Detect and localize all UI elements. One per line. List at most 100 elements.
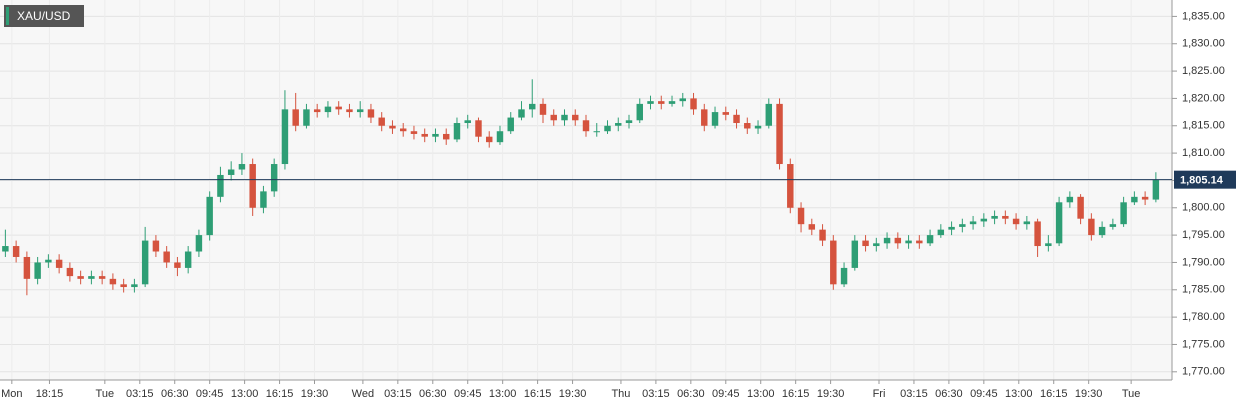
- candle-body: [1066, 196, 1074, 203]
- candle-body: [324, 106, 332, 113]
- candle-body: [184, 251, 192, 268]
- candle-body: [787, 164, 794, 208]
- candle-body: [550, 114, 557, 121]
- candle-body: [959, 224, 966, 227]
- candle-body: [701, 109, 708, 126]
- candle-body: [1045, 243, 1052, 247]
- candle-body: [593, 131, 600, 133]
- candle-body: [131, 284, 138, 288]
- candle-body: [399, 128, 407, 132]
- candle-body: [313, 109, 321, 113]
- candle-body: [840, 267, 848, 285]
- candle-body: [1088, 218, 1095, 236]
- last-price-label: 1,805.14: [1180, 175, 1224, 187]
- x-tick-label: 09:45: [712, 388, 740, 400]
- candle-body: [464, 120, 471, 124]
- x-tick-label: 03:15: [642, 388, 670, 400]
- y-tick-label: 1,820.00: [1182, 92, 1225, 104]
- x-tick-label: 19:30: [1075, 388, 1103, 400]
- candle-body: [206, 196, 213, 236]
- candle-body: [217, 174, 224, 197]
- x-tick-label: 16:15: [266, 388, 294, 400]
- plot-background: [0, 0, 1172, 380]
- candle-body: [410, 131, 418, 134]
- y-tick-label: 1,800.00: [1182, 202, 1225, 214]
- x-tick-label: 16:15: [524, 388, 552, 400]
- candle-body: [346, 109, 353, 113]
- x-tick-label: 13:00: [231, 388, 259, 400]
- candle-body: [281, 109, 289, 165]
- candle-body: [679, 98, 686, 102]
- candle-body: [969, 221, 977, 225]
- candle-body: [486, 136, 493, 143]
- y-tick-label: 1,825.00: [1182, 65, 1225, 77]
- candle-body: [690, 98, 697, 110]
- candle-body: [894, 237, 902, 244]
- candle-body: [195, 235, 203, 252]
- x-tick-label: 13:00: [489, 388, 517, 400]
- candle-body: [668, 101, 676, 104]
- candle-body: [475, 120, 482, 137]
- candle-body: [367, 109, 375, 118]
- candle-body: [421, 133, 428, 137]
- x-tick-label: 13:00: [747, 388, 775, 400]
- candle-body: [335, 106, 342, 110]
- y-tick-label: 1,810.00: [1182, 147, 1225, 159]
- candle-body: [862, 240, 869, 247]
- candle-body: [1152, 179, 1160, 200]
- candle-body: [572, 114, 579, 121]
- x-tick-label: 09:45: [454, 388, 482, 400]
- y-tick-label: 1,775.00: [1182, 338, 1225, 350]
- candle-body: [442, 133, 450, 140]
- candle-body: [1120, 202, 1127, 225]
- candle-body: [873, 243, 880, 247]
- title-badge: [4, 5, 84, 27]
- candle-body: [88, 276, 95, 279]
- candle-body: [432, 133, 439, 137]
- x-tick-label: 19:30: [817, 388, 845, 400]
- y-tick-label: 1,770.00: [1182, 366, 1225, 378]
- x-tick-label: 06:30: [419, 388, 447, 400]
- candle-body: [260, 191, 267, 208]
- x-tick-label: 16:15: [782, 388, 810, 400]
- candle-body: [754, 125, 762, 129]
- x-tick-label: 09:45: [196, 388, 224, 400]
- candle-body: [109, 278, 117, 285]
- candle-body: [722, 112, 730, 115]
- candle-body: [615, 123, 622, 126]
- candle-body: [152, 240, 160, 252]
- candle-body: [765, 103, 773, 126]
- candle-body: [1109, 224, 1117, 227]
- candle-body: [1002, 215, 1009, 219]
- candle-body: [916, 240, 923, 244]
- y-tick-label: 1,795.00: [1182, 229, 1225, 241]
- x-tick-label: 19:30: [301, 388, 329, 400]
- x-tick-label: 06:30: [161, 388, 189, 400]
- candle-body: [636, 103, 643, 121]
- candle-body: [711, 112, 719, 126]
- candle-body: [808, 224, 816, 230]
- y-tick-label: 1,780.00: [1182, 311, 1225, 323]
- candle-body: [378, 117, 385, 126]
- y-tick-label: 1,815.00: [1182, 120, 1225, 132]
- candle-body: [1141, 196, 1149, 200]
- x-tick-label: 19:30: [559, 388, 587, 400]
- candle-body: [98, 276, 106, 279]
- candle-body: [45, 259, 52, 263]
- candle-body: [1023, 221, 1031, 225]
- candle-body: [34, 262, 41, 279]
- y-tick-label: 1,785.00: [1182, 284, 1225, 296]
- x-tick-label: Thu: [611, 388, 630, 400]
- candle-body: [1034, 221, 1041, 247]
- candle-body: [582, 120, 590, 132]
- y-tick-label: 1,790.00: [1182, 256, 1225, 268]
- candle-body: [2, 246, 9, 252]
- candle-body: [819, 229, 826, 241]
- candle-body: [120, 284, 127, 288]
- candle-body: [647, 101, 654, 104]
- candle-body: [23, 256, 31, 279]
- candle-body: [604, 125, 611, 132]
- x-tick-label: 13:00: [1005, 388, 1033, 400]
- candle-body: [991, 215, 998, 219]
